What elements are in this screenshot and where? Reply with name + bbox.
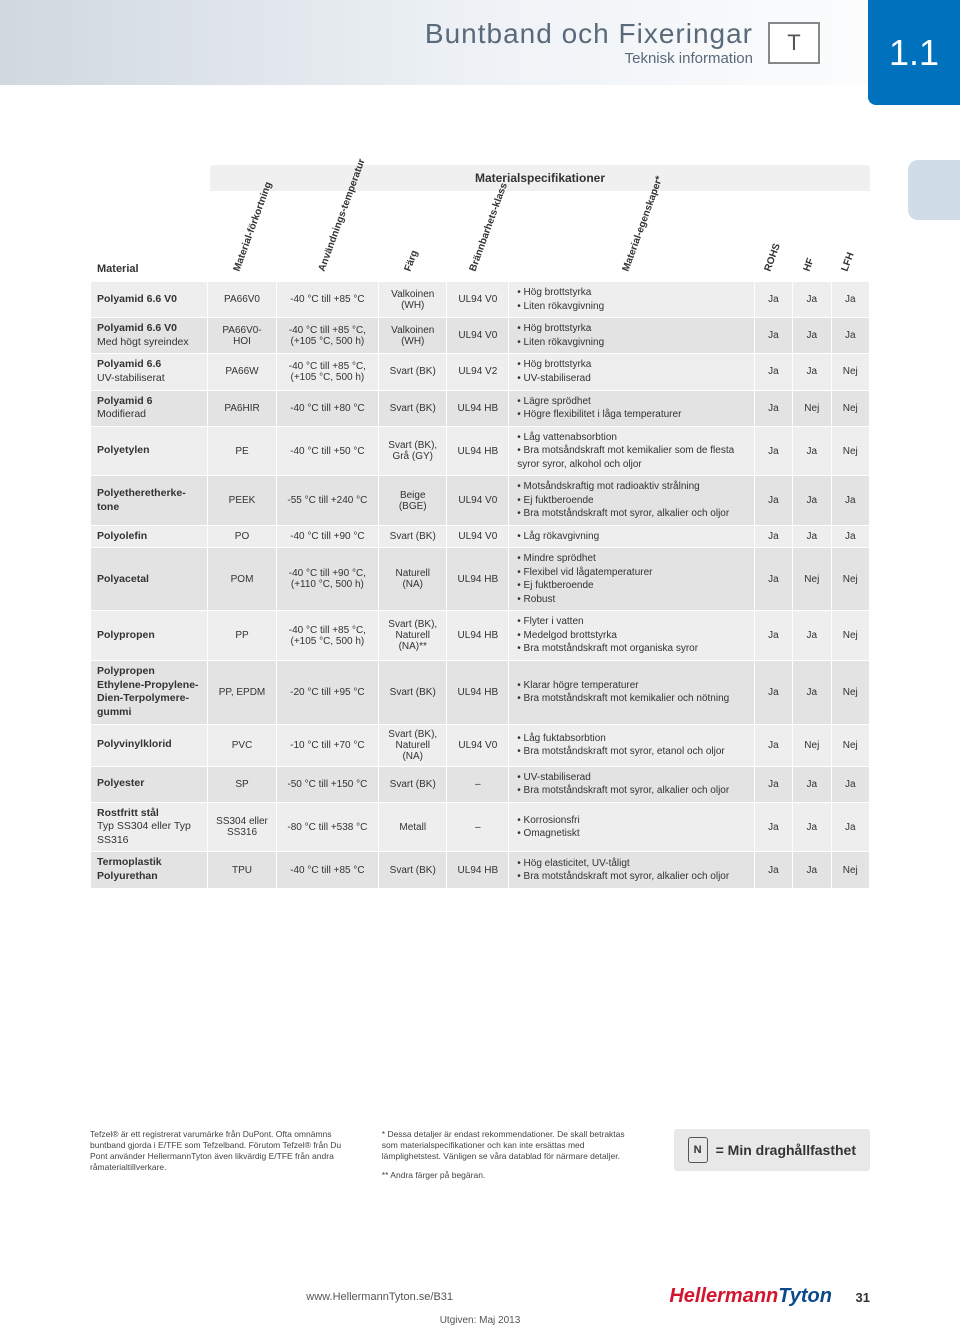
col-props: Material-egenskaper*: [509, 192, 754, 282]
table-title: Materialspecifikationer: [210, 165, 870, 191]
table-row: PolyetylenPE-40 °C till +50 °CSvart (BK)…: [91, 426, 870, 476]
col-temp: Användnings-temperatur: [276, 192, 378, 282]
table-row: Rostfritt stålTyp SS304 eller Typ SS316S…: [91, 802, 870, 852]
table-row: PolyacetalPOM-40 °C till +90 °C, (+110 °…: [91, 548, 870, 611]
table-row: Polyamid 6ModifieradPA6HIR-40 °C till +8…: [91, 390, 870, 426]
table-row: PolypropenPP-40 °C till +85 °C, (+105 °C…: [91, 611, 870, 661]
brand-logo: HellermannTyton: [669, 1285, 837, 1307]
table-row: Polypropen Ethylene-Propylene-Dien-Terpo…: [91, 660, 870, 724]
footer-url: www.HellermannTyton.se/B31: [90, 1291, 669, 1303]
col-color: Färg: [379, 192, 447, 282]
page-footer: www.HellermannTyton.se/B31 HellermannTyt…: [0, 1285, 960, 1308]
col-material: Material: [91, 192, 208, 282]
col-lfh: LFH: [831, 192, 869, 282]
page-subtitle: Teknisk information: [425, 50, 753, 67]
header-band: Buntband och Fixeringar Teknisk informat…: [0, 0, 960, 85]
footer-issued: Utgiven: Maj 2013: [0, 1315, 960, 1326]
col-flame: Brännbarhets-klass: [447, 192, 509, 282]
table-row: Polyamid 6.6 V0Med högt syreindexPA66V0-…: [91, 318, 870, 354]
table-row: Polyetheretherke-tonePEEK-55 °C till +24…: [91, 476, 870, 526]
footnote-trademark: Tefzel® är ett registrerat varumärke frå…: [90, 1129, 342, 1173]
side-thumb-tab: [908, 160, 960, 220]
table-row: Polyamid 6.6 V0PA66V0-40 °C till +85 °CV…: [91, 282, 870, 318]
newton-icon: N: [688, 1137, 708, 1163]
table-row: PolyvinylkloridPVC-10 °C till +70 °CSvar…: [91, 724, 870, 766]
section-number-tab: 1.1: [868, 0, 960, 105]
footnotes: Tefzel® är ett registrerat varumärke frå…: [90, 1129, 870, 1181]
table-row: Polyamid 6.6UV-stabiliseratPA66W-40 °C t…: [91, 354, 870, 390]
col-rohs: ROHS: [754, 192, 792, 282]
table-row: Termoplastik PolyurethanTPU-40 °C till +…: [91, 852, 870, 888]
col-abbrev: Material-förkortning: [208, 192, 276, 282]
material-spec-table: Material Material-förkortning Användning…: [90, 191, 870, 889]
col-hf: HF: [793, 192, 831, 282]
section-icon: T: [768, 22, 820, 64]
min-strength-badge: N = Min draghållfasthet: [674, 1129, 870, 1171]
page-number: 31: [856, 1290, 870, 1305]
page-title: Buntband och Fixeringar: [425, 18, 753, 50]
table-row: PolyolefinPO-40 °C till +90 °CSvart (BK)…: [91, 525, 870, 548]
footnote-disclaimer: * Dessa detaljer är endast rekommendatio…: [382, 1129, 634, 1181]
min-strength-label: = Min draghållfasthet: [716, 1142, 856, 1158]
table-row: PolyesterSP-50 °C till +150 °CSvart (BK)…: [91, 766, 870, 802]
table-header-row: Material Material-förkortning Användning…: [91, 192, 870, 282]
